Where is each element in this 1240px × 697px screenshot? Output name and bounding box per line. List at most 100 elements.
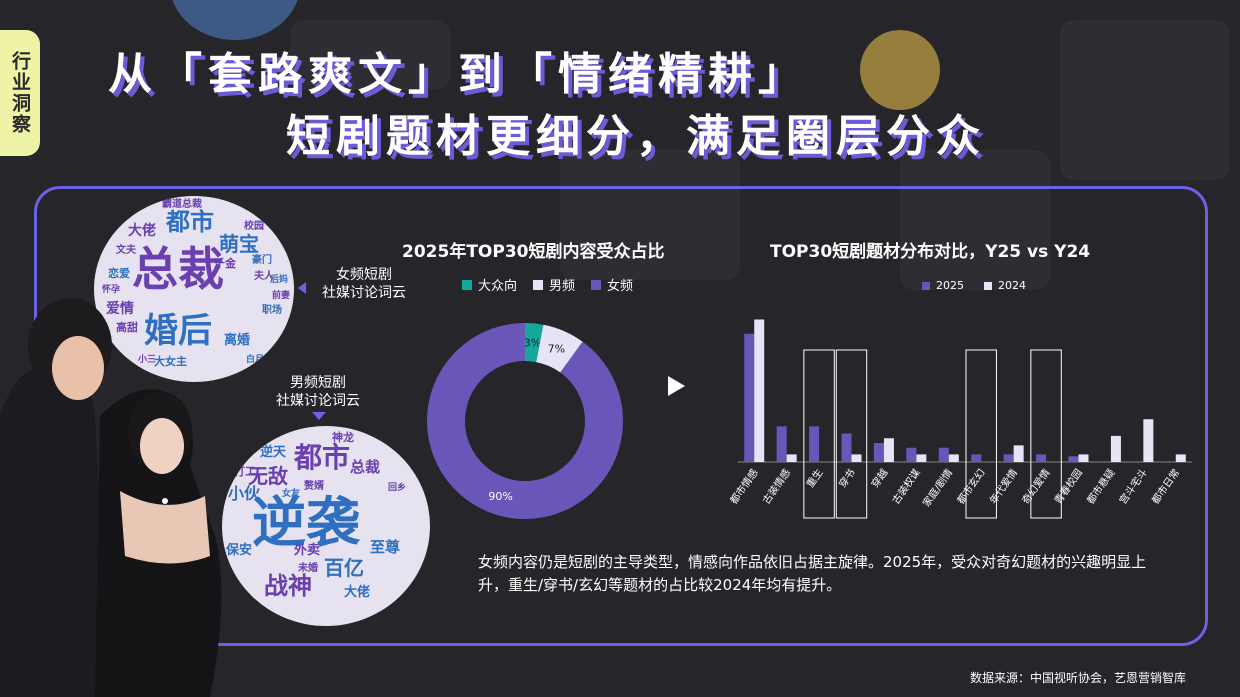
wordcloud-word: 都市 <box>166 208 214 236</box>
bar-legend: 2025 2024 <box>922 279 1026 292</box>
play-arrow-icon <box>668 376 685 396</box>
x-tick-label: 都市玄幻 <box>954 466 988 506</box>
background-tile <box>1060 20 1230 180</box>
bar-2024 <box>1110 435 1121 462</box>
legend-label: 2024 <box>998 279 1026 292</box>
bar-2024 <box>851 454 862 462</box>
bar-2024 <box>883 438 894 462</box>
background-circle <box>860 30 940 110</box>
bar-chart: 都市情感 古装情感 重生 穿书 穿越 古装权谋家庭/剧情 都市玄幻 年代爱情 奇幻爱情 青春校园都… <box>730 319 1192 519</box>
wordcloud-word: 高甜 <box>116 321 138 334</box>
wordcloud-word: 离婚 <box>224 333 251 348</box>
bar-2025 <box>906 447 917 462</box>
bar-2025 <box>744 333 755 462</box>
legend-label: 男频 <box>549 279 576 294</box>
page-title-line1: 从「套路爽文」到「情绪精耕」 <box>108 49 808 100</box>
wordcloud-word: 无敌 <box>248 464 288 488</box>
wordcloud-word: 霸道总裁 <box>162 199 202 210</box>
x-tick-label: 古装情感 <box>760 466 794 506</box>
donut-legend-item: 女频 <box>591 275 633 294</box>
bar-2025 <box>809 426 820 462</box>
wordcloud-word: 至尊 <box>370 538 401 556</box>
arrow-left-icon <box>298 282 306 294</box>
bar-2025 <box>971 454 982 462</box>
wordcloud-word: 怀孕 <box>102 285 121 295</box>
male-wordcloud-label-line2: 社媒讨论词云 <box>276 393 360 409</box>
bar-2025 <box>841 433 852 462</box>
bar-2024 <box>1013 445 1024 462</box>
wordcloud-word: 保安 <box>226 543 253 558</box>
donut-slice <box>536 324 583 373</box>
wordcloud-word: 总裁 <box>350 458 381 476</box>
bar-2025 <box>873 443 884 462</box>
wordcloud-word: 外卖 <box>294 543 321 558</box>
bar-2025 <box>938 447 949 462</box>
legend-swatch <box>462 279 472 290</box>
page-title-line2: 短剧题材更细分，满足圈层分众 <box>286 111 986 162</box>
wordcloud-word: 神龙 <box>332 431 354 444</box>
wordcloud-word: 未婚 <box>298 563 318 574</box>
male-wordcloud-label: 男频短剧 社媒讨论词云 <box>268 374 368 410</box>
x-tick-label: 古装权谋 <box>889 466 923 506</box>
x-tick-label: 奇幻爱情 <box>1019 466 1053 506</box>
data-source: 数据来源：中国视听协会，艺恩营销智库 <box>969 671 1186 685</box>
donut-slice <box>525 323 544 363</box>
bar-legend-item: 2025 <box>922 279 964 292</box>
wordcloud-word: 前妻 <box>272 291 291 301</box>
donut-chart: 3% 7% 90% <box>427 323 623 519</box>
wordcloud-word: 女友 <box>282 489 301 499</box>
donut-legend-item: 大众向 <box>462 275 517 294</box>
donut-legend: 大众向 男频 女频 <box>462 275 633 294</box>
wordcloud-word: 逆袭 <box>252 491 360 554</box>
arrow-down-icon <box>312 412 326 420</box>
background-tile <box>560 150 740 280</box>
bar-2024 <box>1143 419 1154 462</box>
donut-slice-label: 7% <box>548 342 565 355</box>
x-tick-label: 都市情感 <box>730 466 761 506</box>
x-tick-label: 都市日常 <box>1149 466 1183 506</box>
legend-label: 大众向 <box>478 279 518 294</box>
wordcloud-word: 婚后 <box>144 311 212 351</box>
section-tag: 行业洞察 <box>0 30 40 156</box>
section-tag-label: 行业洞察 <box>9 51 31 135</box>
wordcloud-word: 萌宝 <box>219 232 259 256</box>
x-tick-label: 都市悬疑 <box>1084 466 1118 506</box>
donut-slice-label: 90% <box>488 490 512 503</box>
bar-2024 <box>786 454 797 462</box>
bar-2025 <box>1003 454 1014 462</box>
background-tile <box>290 20 450 90</box>
wordcloud-word: 逆天 <box>260 445 287 460</box>
wordcloud-word: 赘婿 <box>304 481 324 492</box>
bar-2024 <box>754 319 765 462</box>
highlight-box <box>1030 349 1062 519</box>
female-wordcloud-label-line1: 女频短剧 <box>336 267 392 283</box>
couple-illustration <box>0 298 222 697</box>
wordcloud-word: 大佬 <box>344 585 371 600</box>
wordcloud-word: 小伙 <box>228 484 261 503</box>
bar-legend-item: 2024 <box>984 279 1026 292</box>
female-wordcloud-label-line2: 社媒讨论词云 <box>322 285 406 301</box>
wordcloud-word: 千金 <box>214 257 236 270</box>
wordcloud-word: 总裁 <box>132 242 224 296</box>
wordcloud-word: 大女主 <box>154 355 187 368</box>
donut-legend-item: 男频 <box>533 275 575 294</box>
wordcloud-word: 夫人 <box>254 271 274 282</box>
bar-chart-title: TOP30短剧题材分布对比，Y25 vs Y24 <box>770 242 1091 262</box>
x-tick-label: 穿越 <box>868 466 890 490</box>
description-text: 女频内容仍是短剧的主导类型，情感向作品依旧占据主旋律。2025年，受众对奇幻题材… <box>478 553 1147 594</box>
wordcloud-word: 爱情 <box>106 301 134 317</box>
background-circle <box>170 0 300 40</box>
wordcloud-word: 职场 <box>262 305 282 316</box>
donut-slice <box>427 323 623 519</box>
background-tile <box>900 150 1050 290</box>
legend-swatch <box>591 279 602 290</box>
legend-label: 女频 <box>607 279 634 294</box>
wordcloud-word: 回乡 <box>388 483 407 493</box>
legend-swatch <box>533 279 544 290</box>
wordcloud-word: 战神 <box>264 572 312 600</box>
wordcloud-word: 校园 <box>244 221 264 232</box>
bar-2025 <box>776 426 787 462</box>
x-tick-label: 宫斗宅斗 <box>1116 466 1150 506</box>
female-wordcloud: 总裁 婚后 都市 萌宝 大佬 爱情 离婚 霸道总裁 千金 职场 大女主 校园 豪… <box>94 196 294 382</box>
wordcloud-word: 文夫 <box>116 245 136 256</box>
